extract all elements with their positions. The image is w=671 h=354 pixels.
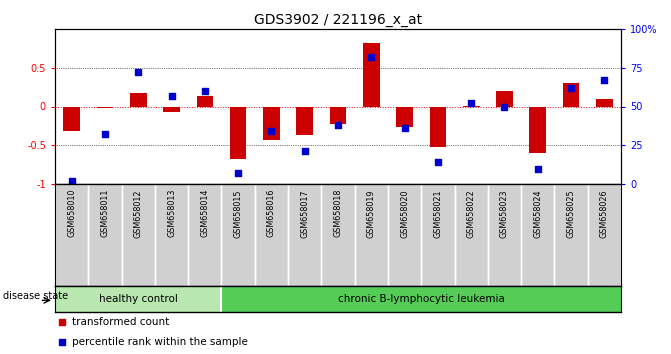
Point [266, 129, 276, 134]
Point [299, 149, 310, 154]
Bar [421, 184, 454, 286]
Point [166, 93, 177, 98]
Point [66, 178, 77, 184]
Text: GSM658015: GSM658015 [234, 189, 243, 238]
Point [56, 339, 67, 345]
Bar [155, 184, 188, 286]
Bar [463, 106, 480, 107]
Point [566, 85, 576, 91]
Bar [263, 107, 280, 140]
Text: GSM658012: GSM658012 [134, 189, 143, 238]
Point [56, 319, 67, 325]
Bar [496, 91, 513, 107]
Point [99, 132, 110, 137]
Bar [488, 184, 521, 286]
Text: GSM658026: GSM658026 [600, 189, 609, 238]
Text: GSM658013: GSM658013 [167, 189, 176, 238]
Bar [288, 184, 321, 286]
Bar [563, 83, 579, 107]
Text: GSM658024: GSM658024 [533, 189, 542, 238]
Text: disease state: disease state [3, 291, 68, 301]
Bar [221, 184, 255, 286]
Bar [529, 107, 546, 153]
Bar [596, 99, 613, 107]
Text: healthy control: healthy control [99, 294, 178, 304]
Text: GSM658019: GSM658019 [367, 189, 376, 238]
Bar [355, 184, 388, 286]
Bar [297, 107, 313, 135]
Text: GSM658020: GSM658020 [400, 189, 409, 238]
Point [366, 54, 376, 60]
Point [433, 159, 444, 165]
Bar [454, 184, 488, 286]
Text: GSM658017: GSM658017 [300, 189, 309, 238]
Point [599, 77, 610, 83]
Point [532, 166, 543, 171]
Bar [130, 93, 146, 107]
Text: GSM658010: GSM658010 [67, 189, 76, 238]
Bar [554, 184, 588, 286]
Text: GSM658021: GSM658021 [433, 189, 442, 238]
Point [499, 104, 510, 109]
Bar [521, 184, 554, 286]
Bar [321, 184, 355, 286]
Bar [329, 107, 346, 124]
Bar [388, 184, 421, 286]
Text: transformed count: transformed count [72, 317, 169, 327]
Text: GSM658025: GSM658025 [566, 189, 576, 238]
Point [199, 88, 210, 94]
Bar [55, 184, 89, 286]
Text: GSM658022: GSM658022 [466, 189, 476, 238]
Text: GSM658011: GSM658011 [101, 189, 109, 238]
Point [466, 101, 476, 106]
Bar [89, 184, 121, 286]
Point [333, 122, 344, 128]
Bar [229, 107, 246, 159]
Bar [588, 184, 621, 286]
Bar [255, 184, 288, 286]
Bar [163, 107, 180, 112]
Point [233, 170, 244, 176]
Text: GSM658016: GSM658016 [267, 189, 276, 238]
Text: GSM658014: GSM658014 [201, 189, 209, 238]
Point [133, 70, 144, 75]
Bar [397, 107, 413, 127]
Text: GSM658023: GSM658023 [500, 189, 509, 238]
Bar [63, 107, 80, 131]
Text: percentile rank within the sample: percentile rank within the sample [72, 337, 248, 347]
Bar [97, 107, 113, 108]
Title: GDS3902 / 221196_x_at: GDS3902 / 221196_x_at [254, 13, 422, 27]
Text: GSM658018: GSM658018 [333, 189, 342, 238]
Bar [121, 184, 155, 286]
Bar [429, 107, 446, 147]
Bar [363, 43, 380, 107]
Text: chronic B-lymphocytic leukemia: chronic B-lymphocytic leukemia [338, 294, 505, 304]
Point [399, 125, 410, 131]
Bar [188, 184, 221, 286]
Bar [197, 96, 213, 107]
